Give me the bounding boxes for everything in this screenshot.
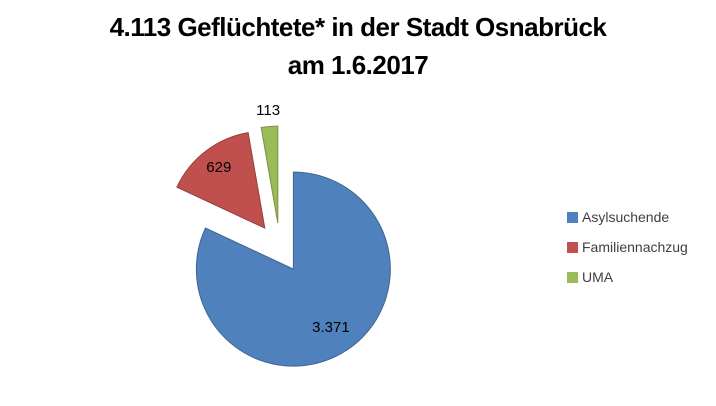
legend-swatch-familiennachzug [567, 241, 578, 253]
pie-slice-asylsuchende [195, 171, 391, 367]
chart-title-line1: 4.113 Geflüchtete* in der Stadt Osnabrüc… [109, 12, 607, 42]
pie-slice-uma [260, 125, 279, 224]
slice-label-familiennachzug: 629 [206, 159, 231, 176]
legend-label-uma: UMA [582, 269, 614, 285]
chart-title-line2: am 1.6.2017 [287, 50, 429, 80]
legend-swatch-asylsuchende [567, 211, 578, 223]
slice-label-asylsuchende: 3.371 [312, 319, 350, 336]
slice-label-uma: 113 [256, 102, 280, 119]
legend-item-familiennachzug: Familiennachzug [567, 232, 688, 262]
pie-slice-familiennachzug [176, 132, 266, 229]
legend-swatch-uma [567, 271, 578, 283]
legend: Asylsuchende Familiennachzug UMA [567, 202, 688, 292]
legend-label-asylsuchende: Asylsuchende [582, 209, 670, 225]
legend-label-familiennachzug: Familiennachzug [582, 239, 688, 255]
legend-item-uma: UMA [567, 262, 688, 292]
legend-item-asylsuchende: Asylsuchende [567, 202, 688, 232]
chart-title: 4.113 Geflüchtete* in der Stadt Osnabrüc… [0, 8, 716, 84]
